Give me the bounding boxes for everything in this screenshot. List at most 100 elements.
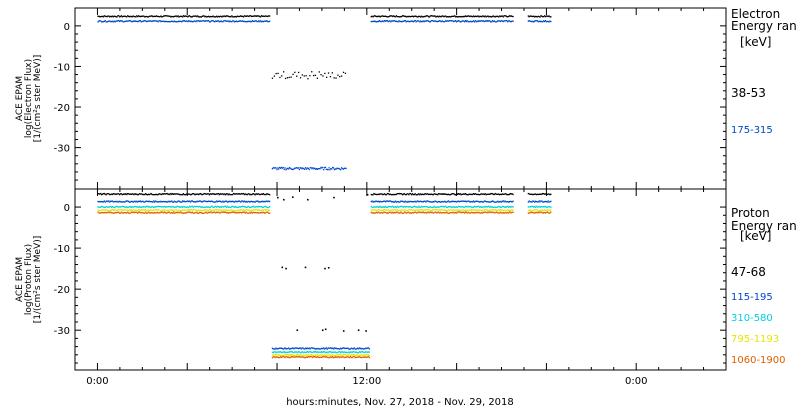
data-point (203, 206, 205, 209)
data-point (341, 75, 343, 77)
data-point (433, 15, 435, 17)
data-point (506, 201, 508, 203)
data-point (188, 15, 190, 17)
data-point (102, 201, 105, 203)
data-point (152, 15, 154, 18)
data-point (476, 209, 478, 211)
data-point (172, 211, 175, 213)
data-point (282, 351, 284, 353)
data-point (413, 201, 415, 203)
data-point (351, 354, 353, 356)
data-point (146, 16, 149, 18)
data-point (190, 20, 193, 22)
data-point (380, 21, 382, 23)
data-point (251, 212, 254, 214)
data-point (296, 356, 299, 358)
data-point (418, 193, 420, 195)
data-point (367, 347, 370, 349)
data-point (206, 16, 208, 18)
data-point (462, 20, 464, 22)
data-point (431, 206, 433, 209)
data-point (385, 15, 388, 18)
data-point (450, 212, 452, 214)
data-point (451, 200, 453, 202)
data-point (163, 201, 166, 203)
data-point (540, 200, 542, 202)
data-point (545, 193, 547, 195)
data-point (171, 206, 173, 208)
data-point (279, 356, 281, 359)
data-point (243, 206, 246, 208)
data-point (401, 209, 403, 211)
data-point (208, 21, 211, 23)
data-point (362, 356, 364, 358)
data-point (119, 20, 121, 23)
data-point (320, 354, 322, 356)
data-point (217, 15, 220, 18)
data-point (112, 21, 114, 23)
data-point (216, 209, 219, 211)
data-point (479, 15, 481, 17)
data-point (475, 21, 477, 23)
data-point (463, 200, 465, 202)
data-point (210, 200, 212, 202)
data-point (440, 16, 442, 18)
data-point (489, 201, 491, 203)
data-point (417, 206, 419, 209)
data-point (210, 211, 212, 213)
data-point (213, 209, 215, 212)
data-point (238, 193, 240, 195)
data-point (171, 193, 173, 195)
data-point (211, 16, 213, 18)
data-point (385, 200, 388, 202)
data-point (460, 205, 462, 208)
data-point (104, 206, 106, 209)
data-point (344, 354, 346, 356)
data-point (342, 168, 344, 170)
data-point (455, 209, 457, 211)
data-point (196, 200, 198, 202)
data-point (502, 210, 504, 212)
data-point (466, 212, 468, 214)
data-point (403, 20, 406, 22)
data-point (413, 209, 415, 211)
data-point (486, 15, 488, 18)
data-point (177, 200, 179, 202)
data-point (529, 206, 531, 208)
data-point (129, 201, 132, 203)
data-point (474, 209, 476, 211)
data-point (186, 206, 188, 208)
data-point (543, 201, 546, 203)
data-point (508, 212, 510, 214)
data-point (260, 209, 262, 211)
data-point (157, 212, 159, 214)
data-point (339, 76, 341, 78)
data-point (275, 72, 277, 75)
data-point (303, 348, 305, 350)
data-point (407, 210, 409, 212)
data-point (154, 200, 157, 202)
data-point (410, 20, 412, 22)
data-point (131, 16, 133, 18)
data-point (463, 193, 465, 195)
data-point (414, 193, 416, 195)
data-point (445, 205, 447, 207)
data-point (503, 209, 505, 211)
data-point (262, 211, 264, 213)
data-point (314, 356, 317, 358)
data-point (204, 20, 206, 22)
data-point (464, 15, 467, 17)
data-point (411, 15, 414, 17)
data-point (340, 167, 343, 169)
data-point (184, 209, 186, 211)
data-point (101, 201, 104, 203)
data-point (437, 206, 439, 208)
data-point (259, 206, 261, 208)
data-point (386, 206, 388, 208)
data-point (273, 351, 275, 353)
data-point (495, 211, 497, 214)
data-point (475, 206, 477, 208)
data-point (225, 200, 228, 202)
data-point (366, 356, 368, 358)
data-point (332, 348, 335, 350)
